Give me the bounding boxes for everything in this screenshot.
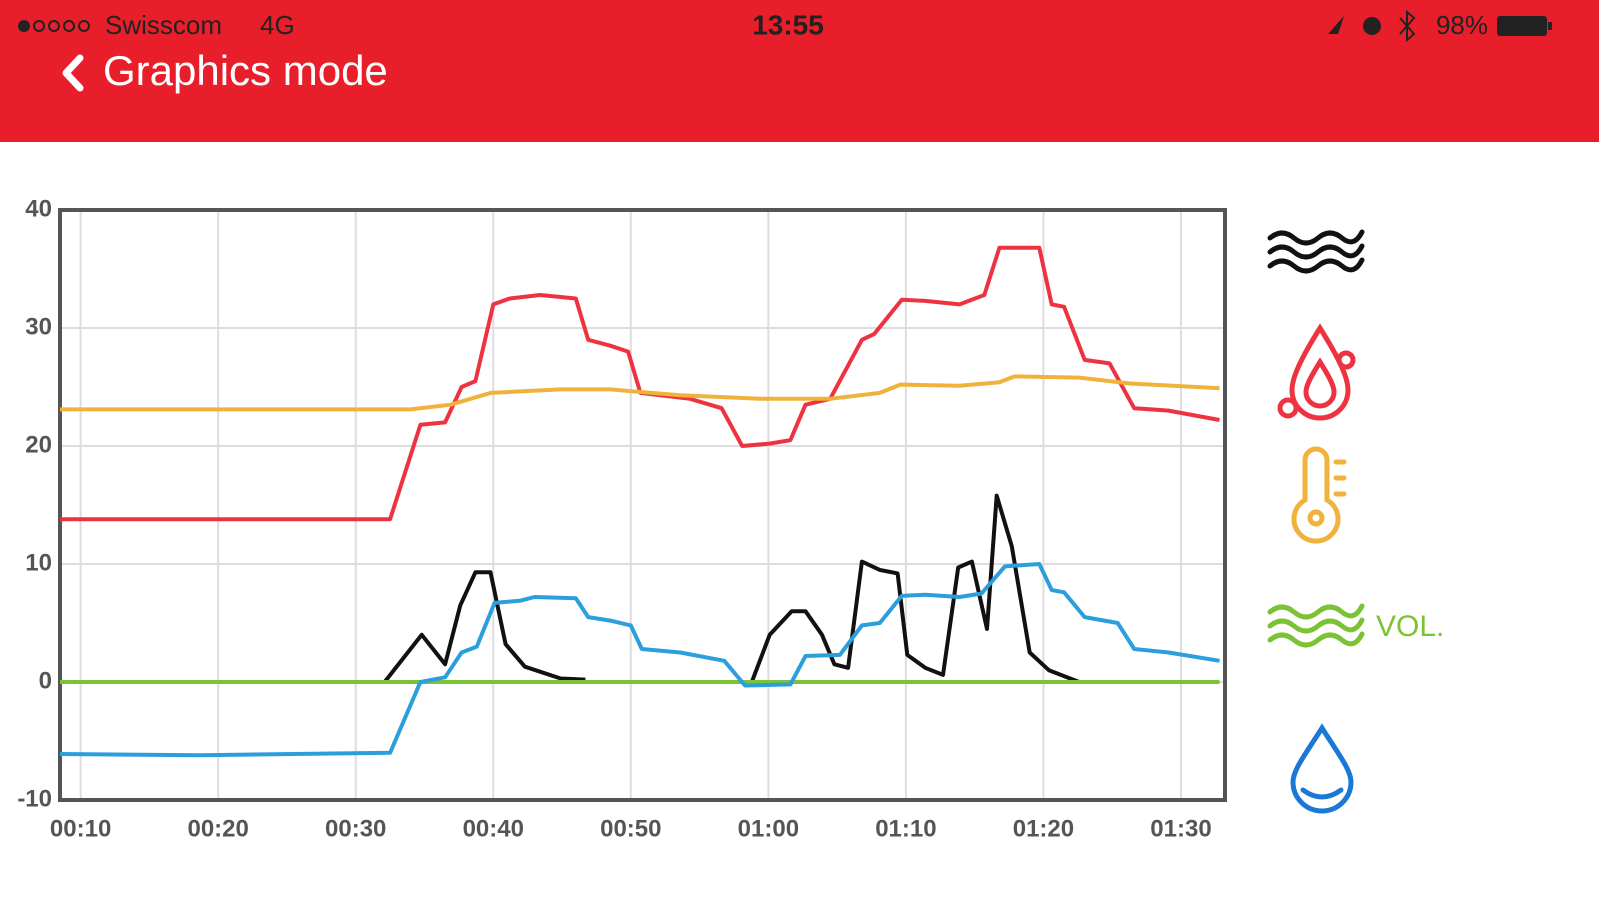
header-bar xyxy=(0,0,1599,142)
back-button[interactable] xyxy=(62,54,84,92)
y-tick-label: 10 xyxy=(25,549,52,576)
battery-text: 98% xyxy=(1436,10,1488,40)
series-line xyxy=(383,493,1080,684)
x-tick-label: 01:00 xyxy=(738,815,799,842)
x-tick-label: 00:30 xyxy=(325,815,386,842)
carrier: Swisscom xyxy=(105,10,222,40)
y-tick-label: -10 xyxy=(17,785,52,812)
y-tick-label: 40 xyxy=(25,195,52,222)
x-tick-label: 01:30 xyxy=(1150,815,1211,842)
legend-icons xyxy=(1267,229,1365,814)
plot-frame xyxy=(58,208,1227,802)
y-tick-label: 0 xyxy=(39,667,52,694)
x-tick-label: 00:50 xyxy=(600,815,661,842)
humidity-icon xyxy=(1277,323,1356,421)
temperature-icon xyxy=(1291,446,1347,544)
clock: 13:55 xyxy=(752,9,824,40)
y-tick-label: 20 xyxy=(25,431,52,458)
x-tick-label: 01:10 xyxy=(875,815,936,842)
legend-label: VOL. xyxy=(1376,610,1444,643)
y-tick-label: 30 xyxy=(25,313,52,340)
x-tick-label: 01:20 xyxy=(1013,815,1074,842)
battery-icon xyxy=(1497,16,1547,36)
header-title: Graphics mode xyxy=(103,47,388,94)
dewpoint-icon xyxy=(1290,723,1354,814)
volume-icon xyxy=(1267,603,1365,648)
wind-icon xyxy=(1267,229,1365,274)
x-tick-label: 00:20 xyxy=(187,815,248,842)
plot: 40 30 20 10 0 -10 00:10 00:20 00:30 00:40 00:50 01:… xyxy=(17,195,1227,842)
series-line xyxy=(59,562,1220,758)
battery-tip xyxy=(1548,22,1552,30)
bluetooth-icon xyxy=(1399,9,1416,43)
signal-dots xyxy=(18,20,90,32)
x-tick-label: 00:10 xyxy=(50,815,111,842)
location-icon xyxy=(1328,16,1344,34)
alarm-icon xyxy=(1363,17,1381,35)
series-line xyxy=(60,245,1220,522)
series-line xyxy=(60,374,1220,412)
x-tick-label: 00:40 xyxy=(463,815,524,842)
network: 4G xyxy=(260,10,295,40)
